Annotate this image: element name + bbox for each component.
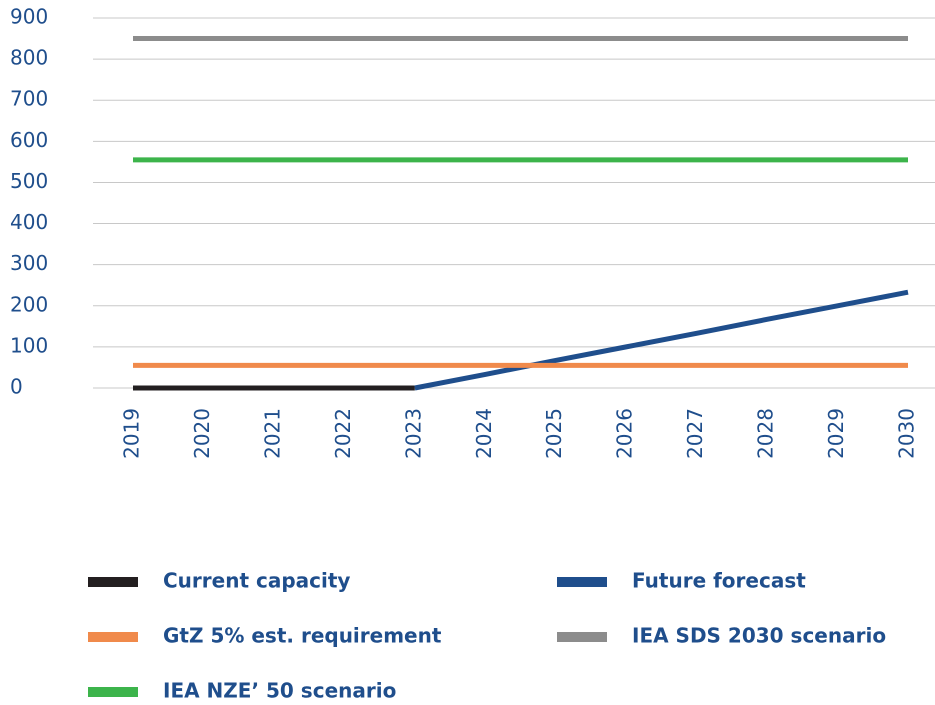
legend-swatch xyxy=(88,577,138,587)
legend-swatch xyxy=(88,632,138,642)
x-tick-label: 2019 xyxy=(120,408,144,459)
x-tick-label: 2020 xyxy=(190,408,214,459)
x-tick-label: 2027 xyxy=(683,408,707,459)
series-line xyxy=(414,289,909,391)
x-tick-label: 2028 xyxy=(754,408,778,459)
legend-swatch xyxy=(557,632,607,642)
x-tick-label: 2021 xyxy=(260,408,284,459)
x-tick-label: 2024 xyxy=(472,408,496,459)
y-tick-label: 400 xyxy=(10,210,48,234)
x-tick-label: 2023 xyxy=(401,408,425,459)
y-tick-label: 200 xyxy=(10,292,48,316)
x-tick-label: 2029 xyxy=(824,408,848,459)
x-tick-label: 2025 xyxy=(542,408,566,459)
y-tick-label: 800 xyxy=(10,46,48,70)
y-tick-label: 600 xyxy=(10,128,48,152)
y-tick-label: 0 xyxy=(10,375,23,399)
x-tick-label: 2022 xyxy=(331,408,355,459)
legend-label: IEA NZE’ 50 scenario xyxy=(163,679,396,703)
y-tick-label: 300 xyxy=(10,251,48,275)
legend-label: GtZ 5% est. requirement xyxy=(163,624,442,648)
legend-label: Future forecast xyxy=(632,569,806,593)
x-tick-label: 2026 xyxy=(613,408,637,459)
legend-label: IEA SDS 2030 scenario xyxy=(632,624,886,648)
x-tick-label: 2030 xyxy=(895,408,919,459)
y-tick-label: 900 xyxy=(10,5,48,29)
y-tick-label: 700 xyxy=(10,87,48,111)
legend-swatch xyxy=(557,577,607,587)
legend-label: Current capacity xyxy=(163,569,350,593)
y-tick-label: 500 xyxy=(10,169,48,193)
y-tick-label: 100 xyxy=(10,333,48,357)
legend-swatch xyxy=(88,687,138,697)
